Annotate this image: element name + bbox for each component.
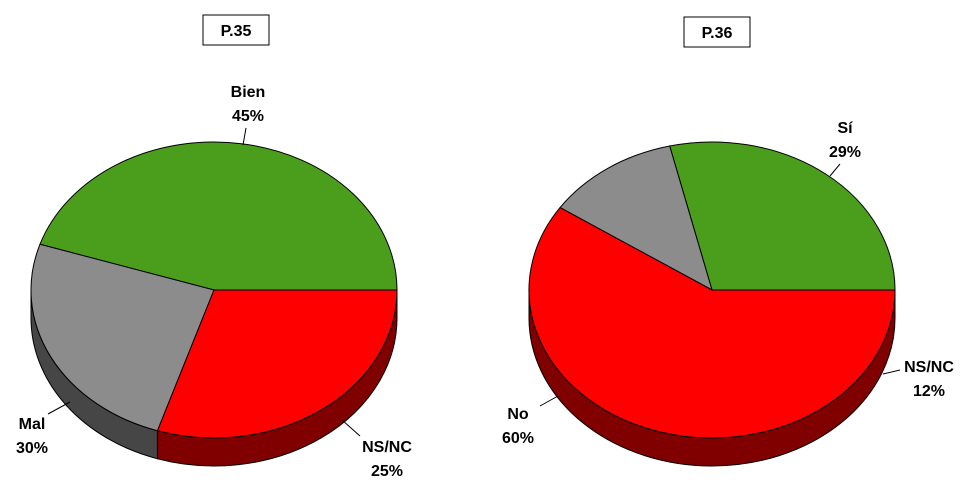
slice-label-nsnc-p35: NS/NC 25% bbox=[362, 439, 412, 480]
slice-label-nsnc-p36: NS/NC 12% bbox=[904, 359, 954, 400]
leader-line-nsnc-p35 bbox=[341, 419, 361, 437]
leader-line-no bbox=[539, 395, 559, 407]
slice-name-mal: Mal bbox=[19, 416, 46, 433]
slice-value-no: 60% bbox=[502, 430, 534, 447]
pie-chart-p36: P.36 Sí 29% No 60% NS/NC 12% bbox=[502, 16, 954, 467]
leader-line-mal bbox=[47, 401, 71, 415]
leader-line-si bbox=[829, 163, 841, 177]
slice-value-si: 29% bbox=[829, 144, 861, 161]
slice-name-bien: Bien bbox=[231, 84, 266, 101]
slice-mal bbox=[156, 289, 398, 439]
slice-label-no: No 60% bbox=[502, 406, 534, 447]
pie-p36 bbox=[528, 141, 896, 467]
slice-nsnc bbox=[559, 145, 713, 292]
pie-p35 bbox=[30, 141, 398, 467]
leader-line-nsnc-p36 bbox=[882, 369, 901, 375]
slice-name-nsnc-p35: NS/NC bbox=[362, 439, 412, 456]
slice-no bbox=[528, 206, 896, 439]
slice-nsnc bbox=[30, 243, 215, 432]
slice-label-bien: Bien 45% bbox=[231, 84, 266, 125]
slice-value-nsnc-p35: 25% bbox=[371, 463, 403, 480]
slice-value-bien: 45% bbox=[232, 108, 264, 125]
slice-bien bbox=[39, 141, 398, 291]
slice-name-nsnc-p36: NS/NC bbox=[904, 359, 954, 376]
chart-title-box-p36 bbox=[683, 16, 751, 48]
leader-line-bien bbox=[242, 127, 247, 146]
slice-name-no: No bbox=[507, 406, 529, 423]
pie-chart-p35: P.35 Bien 45% Mal 30% NS/NC 25% bbox=[16, 14, 412, 480]
chart-title-box-p35 bbox=[202, 14, 270, 46]
slice-value-nsnc-p36: 12% bbox=[913, 383, 945, 400]
chart-title-p36: P.36 bbox=[702, 25, 733, 42]
slice-name-si: Sí bbox=[837, 120, 853, 137]
slice-label-si: Sí 29% bbox=[829, 120, 861, 161]
chart-title-p35: P.35 bbox=[221, 23, 252, 40]
slice-label-mal: Mal 30% bbox=[16, 416, 48, 457]
slice-s bbox=[669, 141, 896, 291]
slice-value-mal: 30% bbox=[16, 440, 48, 457]
